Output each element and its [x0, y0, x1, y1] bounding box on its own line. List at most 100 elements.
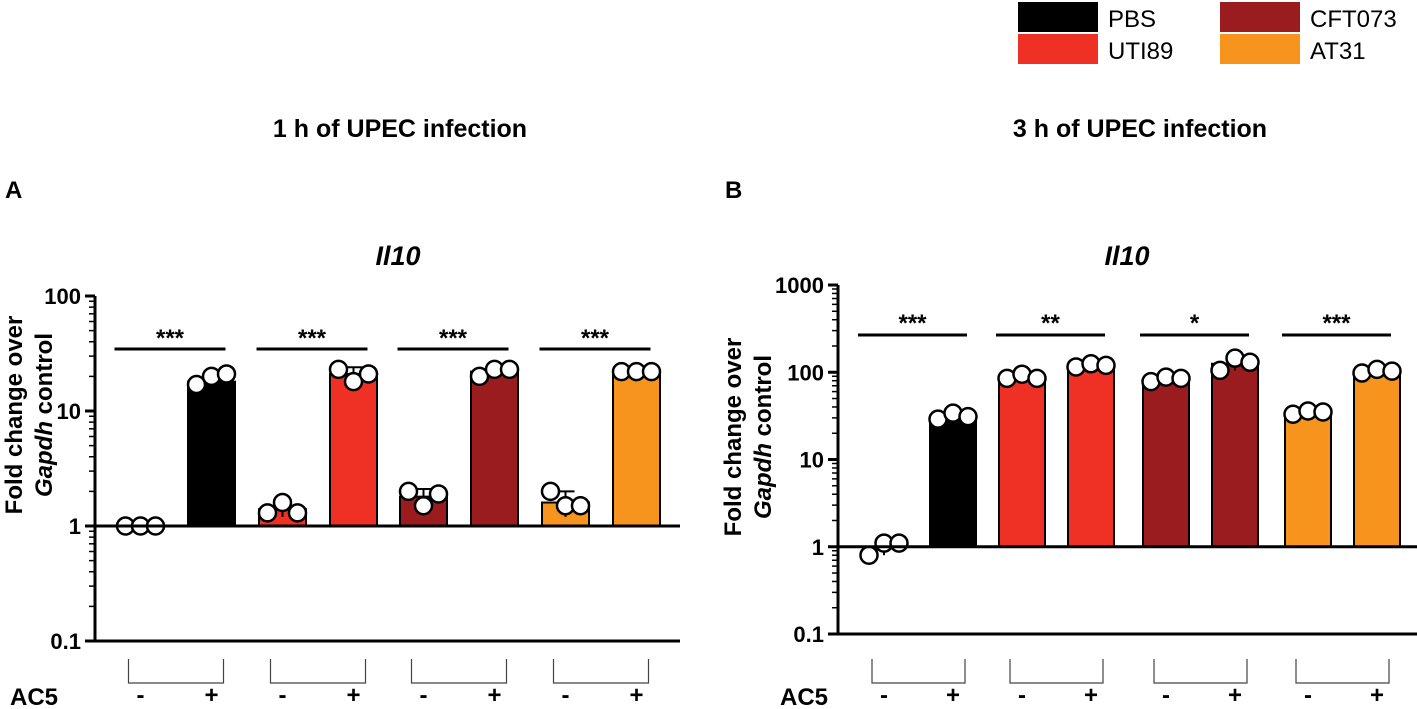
y-tick-label: 0.1	[50, 629, 81, 654]
ac5-sign-label: +	[1084, 682, 1098, 709]
data-point	[257, 503, 278, 523]
panel-b-letter: B	[725, 177, 742, 204]
ac5-sign-label: +	[204, 682, 218, 709]
y-tick-label: 1000	[775, 273, 824, 298]
ac5-sign-label: -	[420, 682, 428, 709]
ac5-sign-label: +	[346, 682, 360, 709]
ac5-sign-label: -	[137, 682, 145, 709]
significance-label: ***	[156, 325, 185, 352]
legend-label-uti89: UTI89	[1108, 38, 1173, 65]
y-tick-label: 10	[800, 448, 824, 473]
data-point	[1027, 368, 1047, 389]
data-point	[1096, 355, 1116, 376]
ac5-sign-label: -	[1018, 682, 1026, 709]
panel-a-heading: 1 h of UPEC infection	[273, 115, 527, 143]
data-point	[328, 359, 349, 380]
significance-label: **	[1041, 310, 1060, 337]
panel-a-letter: A	[5, 177, 22, 204]
significance-label: ***	[298, 325, 327, 352]
ac5-sign-label: -	[279, 682, 287, 709]
group-bracket	[871, 659, 966, 684]
data-point	[1382, 361, 1402, 381]
ac5-sign-label: +	[487, 682, 501, 709]
group-bracket	[127, 659, 225, 684]
data-point	[570, 495, 591, 516]
significance-label: *	[1190, 310, 1200, 337]
ac5-sign-label: +	[946, 682, 960, 709]
ac5-sign-label: +	[1370, 682, 1384, 709]
y-tick-label: 100	[787, 360, 824, 385]
bar-at31-ac5-plus	[612, 370, 661, 527]
group-bracket	[552, 659, 650, 684]
data-point	[1313, 402, 1333, 422]
bar-uti89-ac5-plus	[329, 372, 378, 528]
y-tick-label: 100	[44, 284, 81, 309]
legend-swatch-cft073	[1220, 2, 1300, 32]
chart-a-ylabel-line1: Fold change over	[1, 316, 28, 515]
bar-uti89-ac5-minus	[998, 376, 1046, 548]
significance-label: ***	[1322, 310, 1351, 337]
ac5-sign-label: -	[1304, 682, 1312, 709]
data-point	[540, 481, 561, 502]
bar-pbs-ac5-plus	[929, 415, 977, 548]
y-tick-label: 1	[812, 535, 824, 560]
chart-a-ylabel-gene: Gapdh	[31, 421, 58, 497]
data-point	[216, 364, 237, 384]
chart-b-ylabel-line2: Gapdh control	[750, 355, 777, 519]
group-bracket	[269, 659, 367, 684]
bar-cft073-ac5-minus	[1142, 378, 1190, 548]
significance-label: ***	[581, 325, 610, 352]
y-tick-label: 10	[57, 399, 81, 424]
legend-swatch-at31	[1220, 34, 1300, 64]
chart-a: 0.1 1 10 100 *** *** *** *** - + - + - + - +	[44, 284, 680, 709]
group-bracket	[410, 659, 508, 684]
data-point	[889, 533, 909, 553]
chart-a-title: Il10	[375, 241, 420, 271]
chart-a-xgroup-label: AC5	[10, 684, 58, 709]
data-point	[859, 545, 879, 565]
bar-cft073-ac5-plus	[470, 370, 519, 527]
legend-label-at31: AT31	[1310, 38, 1366, 65]
significance-label: ***	[439, 325, 468, 352]
data-point	[641, 361, 662, 382]
data-point	[413, 495, 434, 516]
legend-swatch-uti89	[1018, 34, 1098, 64]
legend-swatch-pbs	[1018, 2, 1098, 32]
chart-a-ylabel-line2: Gapdh control	[31, 333, 58, 497]
chart-b-ylabel-suffix: control	[750, 355, 777, 443]
data-point	[272, 492, 293, 513]
bar-pbs-ac5-plus	[187, 380, 236, 528]
y-tick-label: 0.1	[793, 622, 824, 647]
chart-b-ylabel-line1: Fold change over	[720, 338, 747, 537]
data-point	[1210, 360, 1230, 381]
data-point	[1171, 368, 1191, 389]
ac5-sign-label: +	[629, 682, 643, 709]
ac5-sign-label: -	[562, 682, 570, 709]
data-point	[428, 484, 449, 504]
data-point	[287, 503, 308, 523]
data-point	[499, 359, 520, 380]
legend-label-cft073: CFT073	[1310, 6, 1397, 33]
chart-b-xgroup-label: AC5	[780, 684, 828, 709]
group-bracket	[1295, 659, 1390, 684]
data-point	[1240, 352, 1260, 373]
data-point	[398, 481, 419, 502]
panel-b-heading: 3 h of UPEC infection	[1013, 115, 1267, 143]
data-point	[358, 364, 379, 384]
group-bracket	[1009, 659, 1104, 684]
bar-at31-ac5-minus	[1284, 411, 1332, 548]
ac5-sign-label: +	[1228, 682, 1242, 709]
data-point	[343, 371, 364, 392]
data-point	[186, 374, 207, 395]
data-point	[958, 406, 978, 427]
bar-cft073-ac5-plus	[1211, 362, 1259, 548]
chart-a-ylabel-suffix: control	[31, 333, 58, 421]
bar-at31-ac5-plus	[1353, 370, 1401, 548]
chart-b-ylabel-gene: Gapdh	[750, 443, 777, 519]
significance-label: ***	[898, 310, 927, 337]
chart-b-title: Il10	[1104, 241, 1149, 271]
y-tick-label: 1	[69, 514, 81, 539]
bar-uti89-ac5-plus	[1067, 364, 1115, 548]
